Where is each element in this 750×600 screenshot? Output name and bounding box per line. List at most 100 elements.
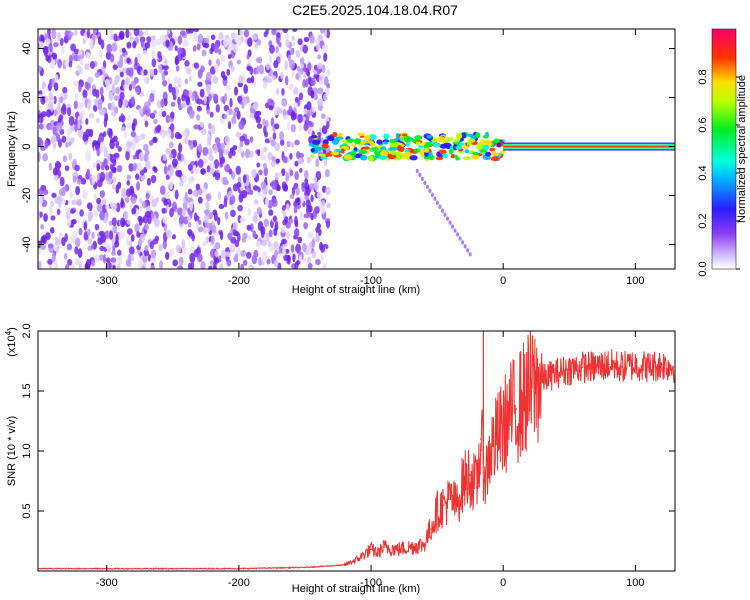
noise-blob — [77, 66, 84, 75]
noise-blob — [302, 257, 306, 263]
noise-blob — [104, 165, 110, 171]
noise-blob — [273, 228, 278, 236]
noise-blob — [278, 171, 282, 177]
noise-blob — [110, 257, 117, 263]
noise-blob — [208, 212, 214, 220]
noise-blob — [159, 260, 164, 269]
noise-blob — [177, 77, 182, 85]
noise-blob — [197, 196, 203, 204]
noise-blob — [165, 229, 172, 238]
noise-blob — [196, 43, 201, 51]
signal-blob — [432, 142, 441, 148]
noise-blob — [283, 146, 288, 153]
noise-blob — [96, 179, 103, 188]
noise-blob — [294, 96, 299, 103]
noise-blob — [86, 101, 92, 112]
noise-blob — [46, 109, 52, 118]
signal-blob — [428, 155, 435, 161]
noise-blob — [302, 78, 307, 88]
noise-blob — [320, 113, 326, 120]
noise-blob — [96, 203, 103, 213]
noise-blob — [150, 249, 157, 259]
noise-blob — [53, 82, 59, 91]
noise-blob — [310, 90, 315, 99]
noise-blob — [94, 255, 100, 263]
noise-blob — [241, 237, 246, 243]
noise-blob — [187, 188, 193, 195]
noise-blob — [256, 162, 261, 168]
noise-blob — [86, 202, 93, 210]
noise-blob — [128, 67, 134, 77]
noise-blob — [85, 118, 89, 125]
noise-blob — [307, 256, 311, 264]
noise-blob — [212, 144, 218, 154]
noise-blob — [120, 197, 124, 208]
noise-blob — [57, 32, 62, 42]
noise-blob — [84, 63, 90, 71]
noise-blob — [258, 56, 263, 64]
noise-blob — [77, 54, 81, 62]
noise-blob — [83, 221, 87, 231]
noise-blob — [178, 142, 183, 153]
noise-blob — [43, 213, 48, 222]
snr-point — [370, 548, 372, 551]
noise-blob — [289, 193, 295, 200]
noise-blob — [117, 255, 123, 266]
noise-blob — [108, 171, 113, 179]
noise-blob — [117, 249, 122, 256]
trace-blob — [425, 184, 429, 190]
noise-blob — [126, 41, 132, 49]
noise-blob — [267, 98, 273, 105]
noise-blob — [202, 146, 209, 156]
noise-blob — [294, 261, 299, 269]
snr-x-tick-label: -200 — [228, 577, 250, 589]
signal-blob — [371, 146, 379, 152]
noise-blob — [136, 52, 142, 61]
noise-blob — [126, 219, 131, 225]
noise-blob — [287, 54, 292, 62]
noise-blob — [207, 147, 213, 156]
noise-blob — [239, 135, 246, 142]
noise-blob — [125, 151, 130, 161]
noise-blob — [96, 163, 101, 172]
noise-blob — [317, 98, 323, 107]
noise-blob — [326, 120, 330, 130]
noise-blob — [138, 238, 142, 247]
signal-blob — [368, 155, 374, 162]
noise-blob — [181, 174, 187, 183]
noise-blob — [306, 211, 312, 218]
noise-blob — [162, 239, 167, 250]
noise-blob — [184, 60, 190, 67]
snr-point — [304, 566, 306, 569]
noise-blob — [311, 238, 316, 248]
noise-blob — [187, 262, 193, 269]
noise-blob — [96, 147, 100, 157]
trace-blob — [461, 240, 465, 245]
noise-blob — [307, 231, 314, 239]
signal-blob — [485, 151, 492, 157]
snr-content — [38, 331, 675, 571]
noise-blob — [289, 141, 295, 148]
noise-blob — [313, 73, 319, 79]
noise-blob — [260, 239, 267, 247]
noise-blob — [284, 216, 289, 223]
signal-blob — [437, 136, 445, 143]
noise-blob — [282, 114, 288, 121]
signal-blob — [423, 144, 430, 149]
noise-blob — [187, 163, 193, 171]
noise-blob — [228, 150, 233, 159]
noise-blob — [322, 148, 327, 156]
noise-blob — [237, 95, 243, 103]
noise-blob — [218, 203, 225, 210]
trace-blob — [430, 192, 434, 198]
noise-blob — [116, 165, 123, 173]
noise-blob — [229, 97, 233, 108]
noise-blob — [50, 200, 55, 208]
noise-blob — [191, 233, 195, 242]
signal-blob — [360, 154, 368, 161]
trace-blob — [423, 180, 427, 186]
noise-blob — [258, 64, 264, 75]
snr-point — [429, 528, 432, 530]
noise-blob — [209, 162, 215, 169]
